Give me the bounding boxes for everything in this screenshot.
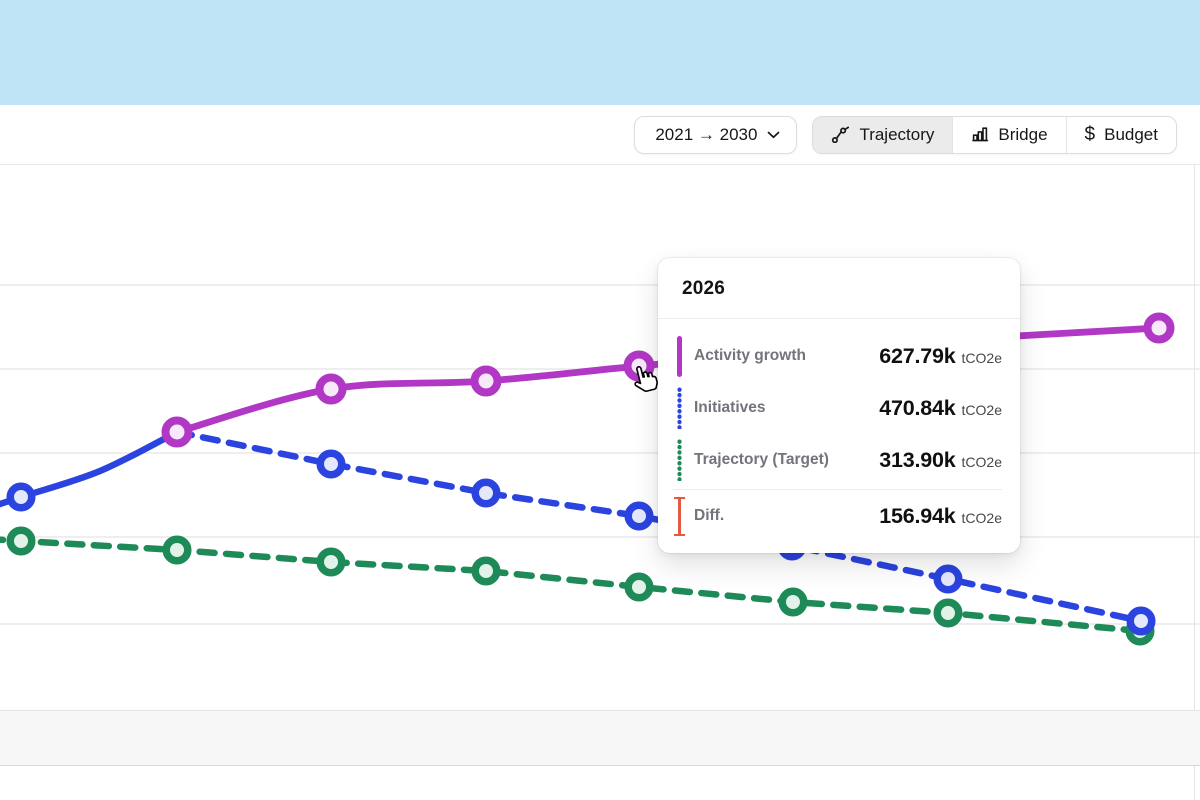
top-header-band (0, 0, 1200, 105)
indicator-column (673, 439, 685, 481)
tooltip-diff-divider (673, 489, 1002, 490)
tooltip-row-diff: Diff. 156.94k tCO2e (673, 490, 1002, 542)
tooltip-row-value: 156.94k (879, 503, 956, 528)
tab-bridge-label: Bridge (998, 124, 1048, 144)
trajectory-target-point[interactable] (471, 556, 501, 586)
indicator-column (673, 335, 685, 377)
tooltip-row-unit: tCO2e (961, 510, 1002, 526)
tab-trajectory[interactable]: Trajectory (813, 116, 954, 153)
tab-trajectory-label: Trajectory (859, 124, 935, 144)
view-mode-tabs: Trajectory Bridge $ Budget (812, 115, 1177, 154)
trajectory-target-series-indicator (676, 439, 682, 481)
trajectory-target-point[interactable] (6, 526, 36, 556)
initiatives-projected-point[interactable] (1126, 606, 1156, 636)
trajectory-target-point[interactable] (778, 587, 808, 617)
trajectory-target-point[interactable] (316, 547, 346, 577)
tooltip-year-title: 2026 (682, 278, 726, 299)
tooltip-row-unit: tCO2e (961, 402, 1002, 418)
tooltip-divider (658, 318, 1020, 319)
tooltip-row-label: Initiatives (694, 399, 766, 416)
tooltip-row-label: Diff. (694, 507, 725, 524)
tab-bridge[interactable]: Bridge (953, 116, 1067, 153)
initiatives-historical-line (0, 428, 181, 508)
initiatives-projected-point[interactable] (624, 501, 654, 531)
activity-growth-series-indicator (676, 335, 682, 377)
chart-toolbar: 2021 → 2030 Trajectory (0, 105, 1200, 165)
trajectory-chart[interactable] (0, 165, 1200, 710)
footer-strip (0, 710, 1200, 766)
indicator-column (673, 496, 685, 536)
initiatives-projected-point[interactable] (471, 478, 501, 508)
trajectory-target-line (0, 536, 1144, 635)
activity-growth-point[interactable] (470, 365, 502, 397)
year-range-label: 2021 → 2030 (655, 124, 758, 144)
tooltip-row-value: 470.84k (879, 395, 956, 420)
chart-tooltip: 2026 Activity growth 627.79k tCO2e Initi… (658, 258, 1020, 553)
indicator-column (673, 387, 685, 429)
tooltip-rows: Activity growth 627.79k tCO2e Initiative… (658, 319, 1020, 542)
activity-growth-point[interactable] (623, 350, 655, 382)
chevron-down-icon (768, 131, 780, 138)
tab-budget[interactable]: $ Budget (1066, 116, 1176, 153)
activity-growth-point[interactable] (161, 416, 193, 448)
activity-growth-point[interactable] (1143, 312, 1175, 344)
dollar-icon: $ (1084, 124, 1096, 145)
trajectory-target-point[interactable] (624, 572, 654, 602)
initiatives-projected-point[interactable] (933, 564, 963, 594)
tooltip-row-trajectory-target: Trajectory (Target) 313.90k tCO2e (673, 434, 1002, 486)
tooltip-row-unit: tCO2e (961, 454, 1002, 470)
tooltip-row-label: Activity growth (694, 347, 806, 364)
tooltip-row-activity-growth: Activity growth 627.79k tCO2e (673, 330, 1002, 382)
initiatives-series-indicator (676, 387, 682, 429)
trajectory-icon (832, 126, 850, 143)
trajectory-target-point[interactable] (933, 598, 963, 628)
activity-growth-point[interactable] (315, 373, 347, 405)
year-range-dropdown[interactable]: 2021 → 2030 (634, 115, 798, 154)
tooltip-row-value: 313.90k (879, 447, 956, 472)
tooltip-row-initiatives: Initiatives 470.84k tCO2e (673, 382, 1002, 434)
diff-range-indicator (673, 496, 685, 536)
tooltip-row-label: Trajectory (Target) (694, 451, 829, 468)
initiatives-historical-point[interactable] (6, 482, 36, 512)
right-edge-divider (1194, 165, 1195, 800)
tooltip-row-value: 627.79k (879, 343, 956, 368)
tab-budget-label: Budget (1104, 124, 1158, 144)
trajectory-target-point[interactable] (162, 535, 192, 565)
tooltip-row-unit: tCO2e (961, 350, 1002, 366)
initiatives-projected-point[interactable] (316, 449, 346, 479)
bar-chart-icon (972, 127, 989, 142)
